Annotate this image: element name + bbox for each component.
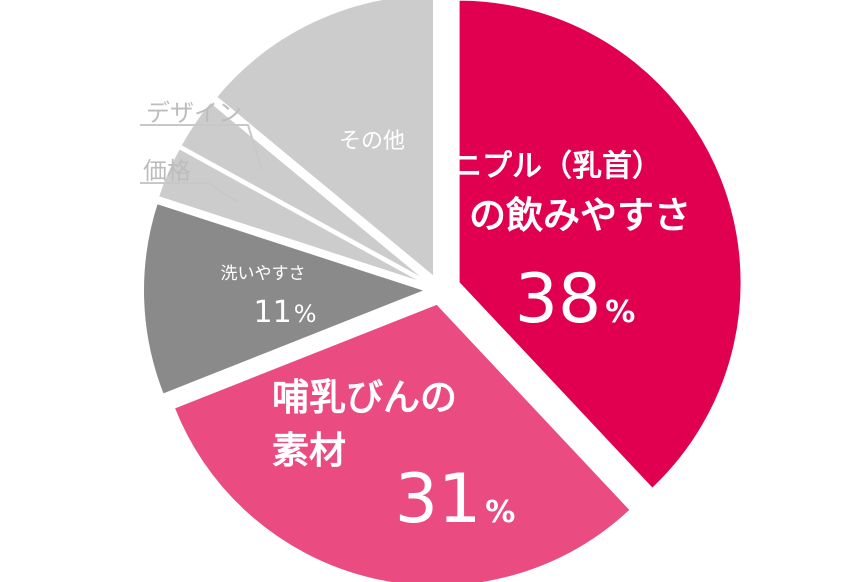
leader-lines bbox=[140, 124, 263, 203]
slice-value-nipple: 38% bbox=[515, 260, 636, 339]
slice-label-nipple-line2: の飲みやすさ bbox=[469, 194, 691, 237]
pie-slice-material bbox=[172, 302, 633, 582]
slice-label-wash: 洗いやすさ bbox=[221, 264, 306, 284]
slice-label-price: 価格 bbox=[143, 157, 191, 185]
slice-label-design: デザイン bbox=[146, 99, 242, 127]
slice-label-material-line1: 哺乳びんの bbox=[272, 376, 457, 419]
pie-slice-price bbox=[156, 146, 428, 286]
slice-label-material-line2: 素材 bbox=[272, 429, 346, 472]
pie-slice-other bbox=[214, 0, 436, 280]
pie-slices bbox=[142, 0, 743, 582]
pie-slice-nipple bbox=[457, 0, 743, 491]
slice-value-material: 31% bbox=[395, 460, 516, 539]
slice-label-other: その他 bbox=[339, 129, 405, 154]
pie-slice-design bbox=[179, 100, 430, 284]
slice-value-wash: 11% bbox=[254, 295, 317, 330]
leader-line-price bbox=[140, 182, 239, 203]
slice-label-nipple-line1: ニプル（乳首） bbox=[452, 149, 662, 184]
leader-line-design bbox=[140, 124, 263, 171]
pie-slice-wash bbox=[142, 201, 429, 396]
